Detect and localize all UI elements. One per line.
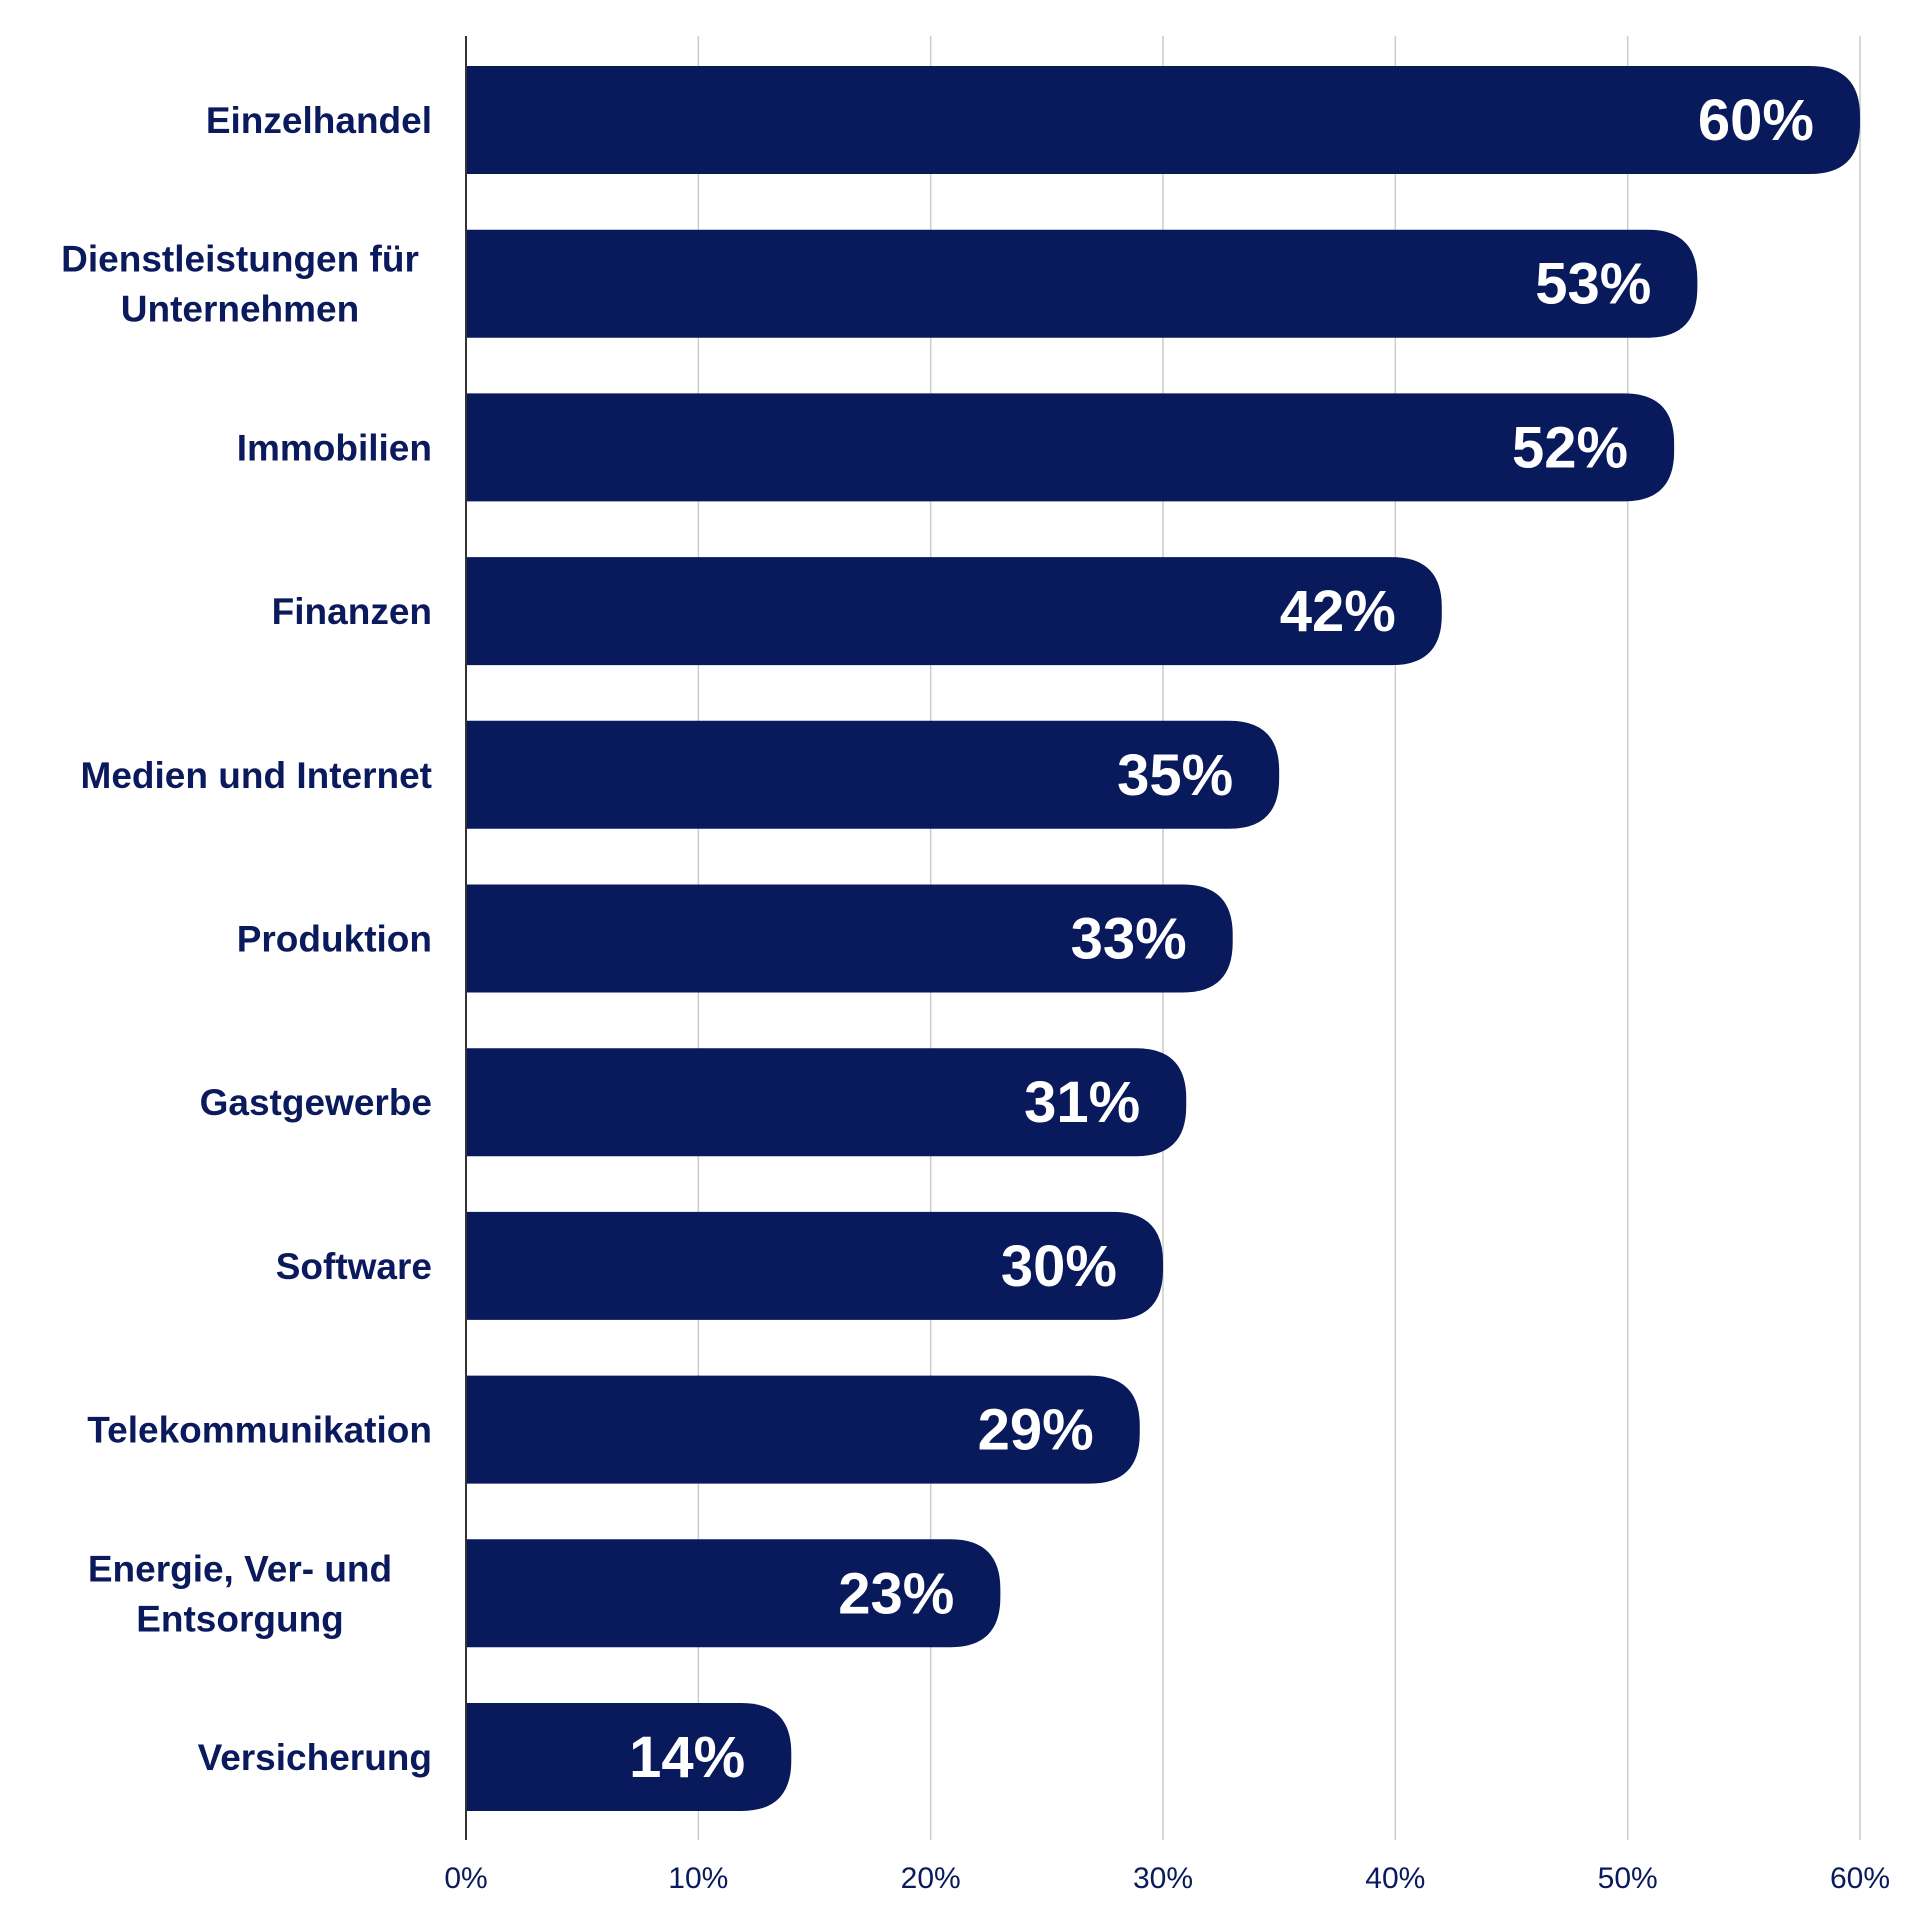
category-label-line: Einzelhandel (206, 100, 432, 141)
x-tick-label: 10% (668, 1862, 728, 1895)
value-label: 33% (1071, 907, 1187, 972)
category-label: Produktion (237, 919, 432, 960)
value-label: 42% (1280, 579, 1396, 644)
category-label-line: Finanzen (272, 591, 432, 632)
category-label-line: Entsorgung (136, 1598, 344, 1639)
value-label: 29% (978, 1398, 1094, 1463)
bar (466, 1375, 1140, 1484)
value-label: 53% (1535, 252, 1651, 317)
x-tick-label: 60% (1830, 1862, 1890, 1895)
bar (466, 66, 1860, 174)
category-label-line: Versicherung (198, 1737, 432, 1778)
value-label: 60% (1698, 88, 1814, 153)
category-label-line: Software (276, 1246, 432, 1287)
bar (466, 1211, 1163, 1320)
category-label: Telekommunikation (87, 1410, 432, 1451)
value-label: 35% (1117, 743, 1233, 808)
category-label: Versicherung (198, 1737, 432, 1778)
x-tick-label: 50% (1598, 1862, 1658, 1895)
category-label-line: Dienstleistungen für (61, 239, 419, 280)
x-axis-ticks: 0% 10% 20% 30% 40% 50% 60% (444, 1862, 1890, 1895)
value-labels: 60% 53% 52% 42% 35% 33% 31% 30% 29% 23% 14% (629, 88, 1814, 1790)
category-label-line: Produktion (237, 919, 432, 960)
bar (466, 557, 1442, 666)
category-label-line: Unternehmen (121, 289, 359, 330)
category-label-line: Energie, Ver- und (88, 1548, 392, 1589)
bar (466, 884, 1233, 993)
bar (466, 720, 1280, 829)
value-label: 14% (629, 1725, 745, 1790)
x-tick-label: 20% (901, 1862, 961, 1895)
value-label: 31% (1024, 1070, 1140, 1135)
category-label: Einzelhandel (206, 100, 432, 141)
bar (466, 1539, 1001, 1648)
bar (466, 1703, 792, 1811)
category-label-line: Gastgewerbe (200, 1082, 432, 1123)
category-label-line: Immobilien (237, 427, 432, 468)
category-label: Software (276, 1246, 432, 1287)
category-label: Medien und Internet (81, 755, 433, 796)
value-label: 52% (1512, 415, 1628, 480)
bars (466, 66, 1860, 1811)
value-label: 23% (838, 1561, 954, 1626)
x-tick-label: 0% (444, 1862, 487, 1895)
category-label: Immobilien (237, 427, 432, 468)
bar (466, 229, 1698, 338)
category-label: Gastgewerbe (200, 1082, 432, 1123)
category-label: Finanzen (272, 591, 432, 632)
category-label-line: Medien und Internet (81, 755, 433, 796)
bar (466, 393, 1675, 502)
x-tick-label: 30% (1133, 1862, 1193, 1895)
value-label: 30% (1001, 1234, 1117, 1299)
x-tick-label: 40% (1365, 1862, 1425, 1895)
category-labels: Einzelhandel Dienstleistungen für Unterneh… (61, 100, 432, 1778)
bar (466, 1048, 1187, 1157)
category-label: Energie, Ver- und Entsorgung (88, 1548, 392, 1639)
category-label-line: Telekommunikation (87, 1410, 432, 1451)
category-label: Dienstleistungen für Unternehmen (61, 239, 419, 330)
